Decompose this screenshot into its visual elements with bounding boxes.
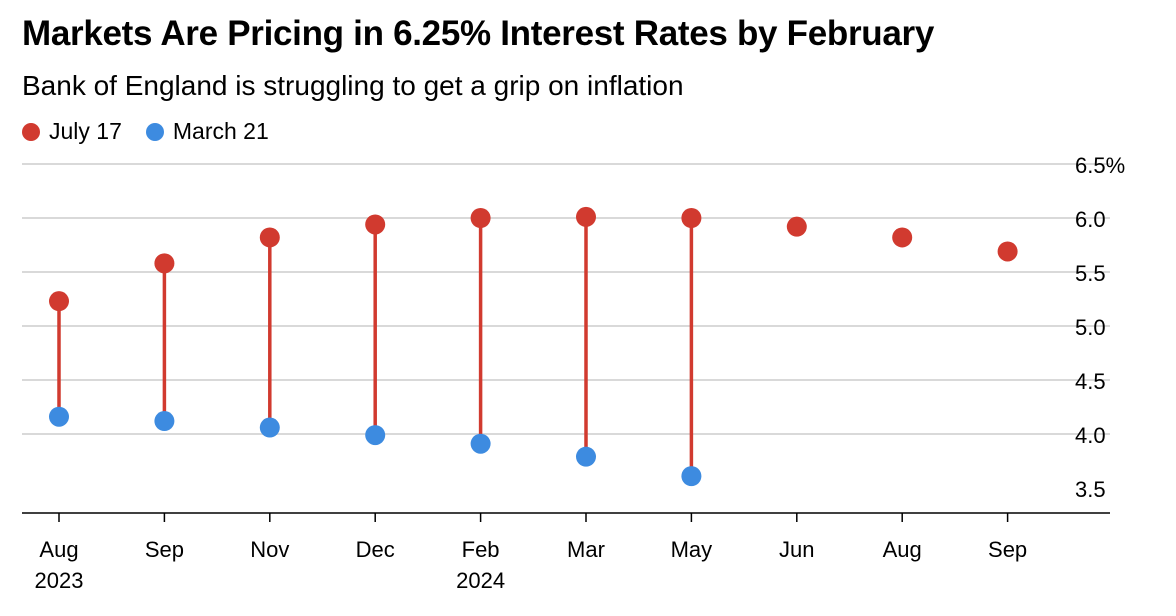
point-july-17: [997, 241, 1018, 262]
legend-swatch-july-17: [22, 122, 40, 141]
point-march-21: [365, 425, 386, 446]
connector-layer: [57, 216, 694, 477]
y-tick-label: 5.5: [1075, 261, 1106, 286]
point-july-17: [681, 208, 702, 228]
x-tick-label: Dec: [356, 537, 395, 562]
point-july-17: [259, 227, 280, 248]
legend-item-march-21: March 21: [145, 118, 269, 145]
point-july-17: [154, 253, 175, 274]
x-tick-label: Sep: [145, 537, 184, 562]
point-july-17: [576, 206, 596, 227]
point-july-17: [786, 216, 807, 237]
y-tick-label: 4.5: [1075, 369, 1106, 394]
legend-label-july-17: July 17: [49, 118, 122, 144]
chart-title: Markets Are Pricing in 6.25% Interest Ra…: [22, 14, 935, 53]
x-tick-label: Jun: [779, 537, 814, 562]
chart-subtitle: Bank of England is struggling to get a g…: [22, 70, 684, 101]
x-tick-label: Aug: [883, 537, 922, 562]
x-tick-label: Aug: [39, 537, 78, 562]
x-tick-label: Sep: [988, 537, 1027, 562]
point-july-17: [470, 208, 491, 228]
point-march-21: [259, 417, 280, 438]
point-march-21: [681, 466, 702, 487]
point-july-17: [365, 214, 386, 235]
point-july-17: [49, 291, 69, 312]
legend-item-july-17: July 17: [22, 118, 122, 145]
legend-swatch-march-21: [145, 122, 164, 141]
x-tick-label: Feb: [462, 537, 500, 562]
x-tick-year-label: 2023: [35, 568, 84, 593]
axis-layer: [22, 512, 1110, 522]
point-march-21: [49, 406, 69, 427]
grid-layer: [22, 163, 1110, 435]
y-tick-label: 6.5%: [1075, 153, 1125, 178]
x-tick-year-label: 2024: [456, 568, 505, 593]
point-march-21: [154, 411, 175, 432]
point-layer: [49, 206, 1018, 487]
point-july-17: [892, 227, 913, 248]
x-tick-label: Nov: [250, 537, 289, 562]
y-tick-label: 3.5: [1075, 477, 1106, 502]
label-layer: 3.5 4.0 4.5 5.0 5.5 6.0 6.5% Aug 2023 Sep Nov Dec Fe…: [35, 153, 1126, 593]
legend: July 17 March 21: [22, 118, 293, 145]
point-march-21: [576, 446, 596, 467]
point-march-21: [470, 433, 491, 454]
y-tick-label: 6.0: [1075, 207, 1106, 232]
x-tick-label: Mar: [567, 537, 605, 562]
legend-label-march-21: March 21: [172, 118, 269, 144]
x-tick-label: May: [671, 537, 713, 562]
y-tick-label: 5.0: [1075, 315, 1106, 340]
y-tick-label: 4.0: [1075, 423, 1106, 448]
